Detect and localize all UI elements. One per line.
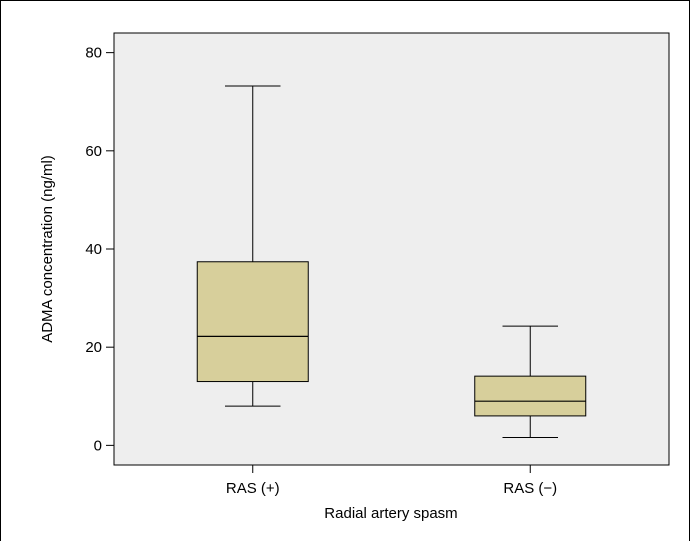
y-tick-label: 0: [94, 437, 102, 454]
x-tick-label: RAS (+): [226, 480, 280, 497]
y-tick-label: 40: [85, 241, 102, 258]
box-1: [196, 85, 309, 407]
y-tick-label: 20: [85, 339, 102, 356]
y-axis-title: ADMA concentration (ng/ml): [39, 155, 56, 343]
x-axis: RAS (+) RAS (−): [226, 465, 557, 497]
iqr-box: [196, 261, 309, 383]
y-axis: 0 20 40 60 80: [85, 45, 114, 454]
y-tick-label: 60: [85, 143, 102, 160]
boxes: [196, 85, 587, 439]
box-2: [474, 325, 587, 439]
x-axis-title: Radial artery spasm: [324, 505, 457, 522]
x-tick-label: RAS (−): [503, 480, 557, 497]
iqr-box: [474, 375, 587, 417]
y-tick-label: 80: [85, 45, 102, 62]
